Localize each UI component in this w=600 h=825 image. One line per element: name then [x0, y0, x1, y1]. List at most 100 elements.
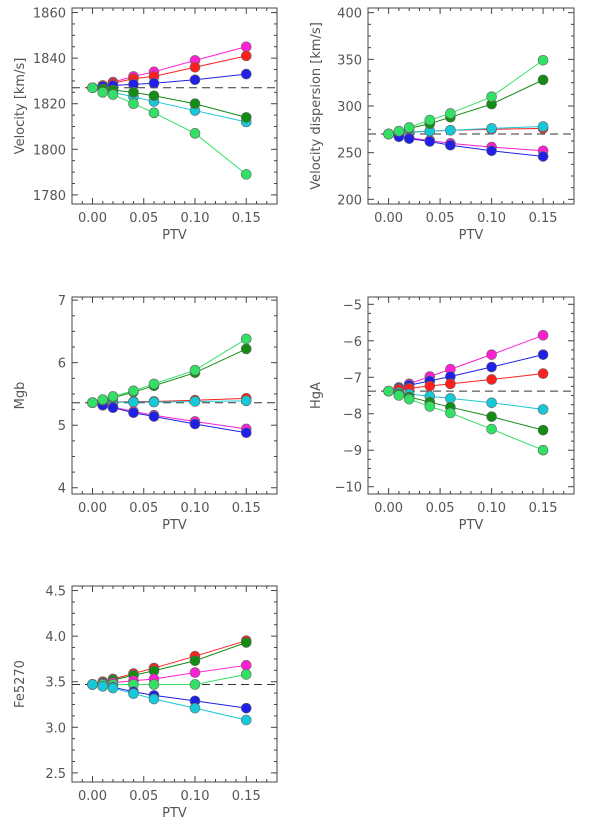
hga-series-4-point: [486, 411, 497, 422]
velocity-series-2-point: [240, 68, 252, 80]
hga-series-0-point: [486, 349, 497, 360]
hga-series-5-point: [383, 385, 394, 397]
velocity-series-2-point: [189, 74, 201, 86]
velocity-series-5-point: [189, 128, 201, 139]
hga-series-5-point: [537, 444, 549, 456]
panel-velocity-dispersion: 0.00 0.05 0.10 0.15 200 250 300 350 400 PTV Veloci…: [309, 7, 575, 243]
velocity-dispersion-series-3-point: [537, 151, 549, 162]
fe5270-series-2-point: [240, 660, 252, 671]
fe5270-series-1-point: [189, 655, 201, 667]
velocity-series-1-point: [189, 61, 201, 73]
velocity-dispersion-x-tick-label: 0.15: [529, 211, 558, 226]
mgb-y-tick-label: 4: [58, 482, 66, 497]
fe5270-series-5-point: [87, 679, 98, 690]
hga-series-2-point: [445, 378, 456, 390]
mgb-series-5-point: [148, 378, 160, 390]
velocity-dispersion-series-3-point: [403, 133, 415, 144]
velocity-series-4-point: [240, 112, 252, 123]
velocity-dispersion-y-tick-label: 350: [337, 53, 362, 68]
fe5270-series-5-point: [240, 714, 252, 726]
mgb-series-1-point: [128, 396, 139, 408]
mgb-y-tick-label: 7: [58, 294, 66, 309]
hga-series-0-point: [537, 330, 549, 341]
velocity-y-tick-label: 1780: [33, 189, 66, 204]
velocity-dispersion-x-tick-label: 0.00: [374, 211, 403, 226]
hga-series-5-point: [424, 401, 436, 412]
velocity-dispersion-y-tick-label: 400: [337, 7, 362, 22]
velocity-dispersion-series-5-point: [486, 91, 497, 102]
mgb-series-3-point: [240, 427, 252, 439]
fe5270-x-axis-label: PTV: [162, 806, 187, 821]
panel-fe5270: 0.00 0.05 0.10 0.15 2.5 3.0 3.5 4.0 4.5 PTV Fe5270: [13, 585, 278, 821]
velocity-dispersion-series-3-point: [486, 145, 497, 157]
mgb-series-1-point: [240, 395, 252, 407]
hga-series-5-point: [486, 423, 497, 435]
velocity-dispersion-series-3-point: [424, 136, 436, 147]
hga-y-tick-label: −8: [343, 408, 362, 423]
mgb-series-1-point: [189, 396, 201, 407]
velocity-series-4-point: [148, 90, 160, 102]
fe5270-series-5-point: [107, 682, 119, 694]
fe5270-series-2-point: [189, 667, 201, 678]
mgb-series-4-point: [240, 343, 252, 355]
velocity-dispersion-y-tick-label: 250: [337, 147, 362, 162]
mgb-series-5-point: [107, 391, 119, 402]
velocity-series-5-point: [128, 98, 139, 110]
velocity-x-axis-label: PTV: [162, 228, 187, 243]
hga-series-5-point: [393, 390, 405, 401]
fe5270-y-tick-label: 4.5: [45, 585, 66, 600]
velocity-series-5-point: [87, 82, 98, 94]
fe5270-x-tick-label: 0.00: [78, 789, 107, 804]
velocity-dispersion-series-5-point: [445, 108, 456, 119]
velocity-dispersion-y-tick-label: 200: [337, 193, 362, 208]
velocity-dispersion-y-tick-label: 300: [337, 100, 362, 115]
velocity-dispersion-series-5-point: [424, 114, 436, 126]
hga-y-tick-label: −9: [343, 444, 362, 459]
velocity-x-tick-label: 0.00: [78, 211, 107, 226]
velocity-dispersion-plot-frame: [367, 7, 575, 205]
hga-series-5-point: [445, 407, 456, 419]
mgb-series-5-point: [240, 333, 252, 345]
mgb-series-3-point: [128, 407, 139, 418]
velocity-dispersion-series-4-point: [537, 74, 549, 86]
fe5270-series-5-point: [97, 680, 109, 692]
velocity-x-tick-label: 0.10: [181, 211, 210, 226]
velocity-y-tick-label: 1800: [33, 143, 66, 158]
mgb-series-5-point: [128, 385, 139, 397]
fe5270-y-tick-label: 2.5: [45, 767, 66, 782]
velocity-y-tick-label: 1820: [33, 98, 66, 113]
velocity-dispersion-series-5-point: [393, 125, 405, 137]
velocity-series-4-point: [189, 98, 201, 110]
hga-series-2-point: [537, 368, 549, 379]
velocity-dispersion-series-5-point: [403, 122, 415, 133]
panel-mgb: 0.00 0.05 0.10 0.15 4 5 6 7 PTV Mgb: [13, 294, 278, 533]
velocity-dispersion-series-1-point: [537, 121, 549, 132]
hga-y-tick-label: −10: [335, 481, 362, 496]
mgb-series-1-point: [148, 396, 160, 408]
hga-series-5-point: [403, 393, 415, 405]
hga-series-1-point: [537, 349, 549, 360]
mgb-series-3-point: [189, 418, 201, 430]
velocity-series-4-point: [128, 87, 139, 98]
mgb-x-tick-label: 0.15: [232, 501, 261, 516]
velocity-series-1-point: [240, 50, 252, 62]
mgb-y-tick-label: 5: [58, 419, 66, 434]
mgb-x-tick-label: 0.05: [129, 501, 158, 516]
mgb-y-axis-label: Mgb: [13, 382, 28, 410]
mgb-series-3-point: [107, 402, 119, 413]
hga-x-tick-label: 0.10: [477, 501, 506, 516]
hga-x-tick-label: 0.05: [426, 501, 455, 516]
hga-x-tick-label: 0.15: [529, 501, 558, 516]
velocity-y-axis-label: Velocity [km/s]: [13, 58, 28, 155]
velocity-dispersion-series-5-point: [383, 128, 394, 140]
fe5270-series-5-point: [128, 688, 139, 699]
mgb-series-5-point: [97, 394, 109, 405]
fe5270-y-tick-label: 3.5: [45, 676, 66, 691]
hga-series-1-point: [486, 361, 497, 373]
hga-x-tick-label: 0.00: [374, 501, 403, 516]
velocity-dispersion-series-1-point: [445, 124, 456, 136]
fe5270-x-tick-label: 0.15: [232, 789, 261, 804]
mgb-series-5-point: [189, 364, 201, 376]
fe5270-series-3-point: [148, 679, 160, 690]
hga-series-3-point: [486, 397, 497, 409]
